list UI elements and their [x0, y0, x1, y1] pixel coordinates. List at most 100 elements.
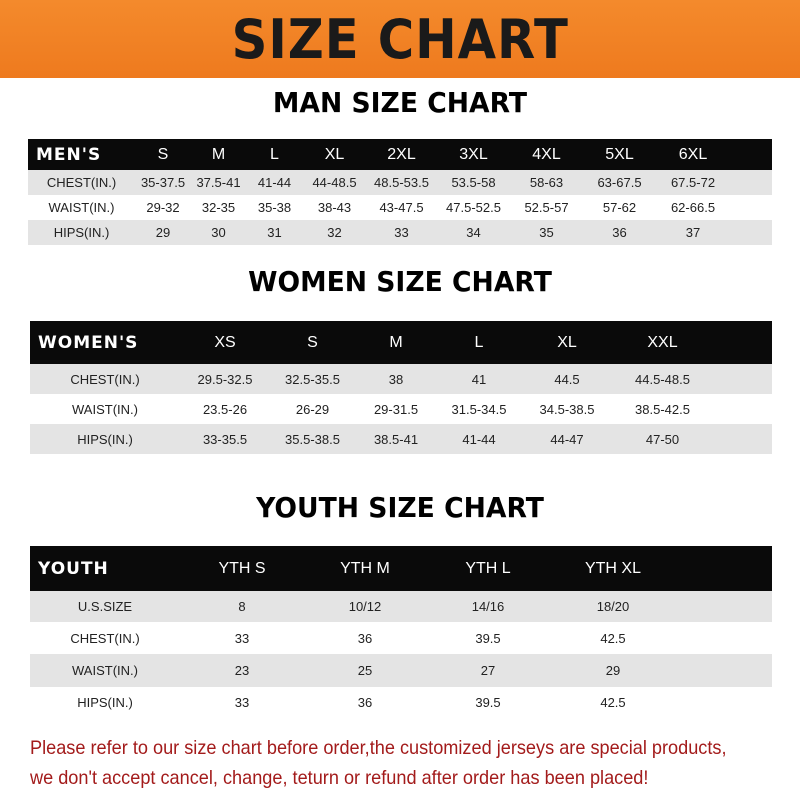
measurement-value: 23.5-26 [180, 394, 270, 424]
measurement-label: U.S.SIZE [30, 591, 180, 622]
size-column-header: XL [303, 139, 366, 170]
measurement-value [712, 424, 772, 454]
size-column-header [730, 139, 772, 170]
size-column-header: XS [180, 321, 270, 364]
measurement-label: CHEST(IN.) [30, 622, 180, 654]
size-column-header: YTH L [426, 546, 550, 591]
youth-header-label: YOUTH [30, 546, 180, 591]
measurement-value: 18/20 [550, 591, 676, 622]
measurement-label: HIPS(IN.) [30, 424, 180, 454]
measurement-value [676, 591, 772, 622]
measurement-value: 10/12 [304, 591, 426, 622]
measurement-value: 38.5-41 [355, 424, 437, 454]
measurement-value: 41-44 [437, 424, 521, 454]
measurement-value: 34 [437, 220, 510, 245]
measurement-value: 33 [180, 622, 304, 654]
size-column-header: YTH S [180, 546, 304, 591]
measurement-value: 29 [550, 654, 676, 687]
measurement-label: WAIST(IN.) [30, 394, 180, 424]
measurement-value: 31.5-34.5 [437, 394, 521, 424]
measurement-value: 32.5-35.5 [270, 364, 355, 394]
measurement-value: 38.5-42.5 [613, 394, 712, 424]
men-header-label: MEN'S [28, 139, 135, 170]
measurement-value: 38 [355, 364, 437, 394]
measurement-value: 37.5-41 [191, 170, 246, 195]
measurement-value: 42.5 [550, 622, 676, 654]
size-column-header: 3XL [437, 139, 510, 170]
measurement-value: 42.5 [550, 687, 676, 718]
measurement-value [730, 195, 772, 220]
size-column-header: S [270, 321, 355, 364]
measurement-value: 25 [304, 654, 426, 687]
measurement-value: 62-66.5 [656, 195, 730, 220]
measurement-value: 44.5 [521, 364, 613, 394]
measurement-value: 29 [135, 220, 191, 245]
measurement-value: 48.5-53.5 [366, 170, 437, 195]
measurement-value [730, 170, 772, 195]
measurement-value: 29-31.5 [355, 394, 437, 424]
measurement-value: 57-62 [583, 195, 656, 220]
measurement-value [676, 622, 772, 654]
measurement-value: 35-38 [246, 195, 303, 220]
measurement-value: 47-50 [613, 424, 712, 454]
size-chart-banner: SIZE CHART [0, 0, 800, 78]
measurement-value [712, 394, 772, 424]
order-notice: Please refer to our size chart before or… [30, 733, 737, 793]
measurement-value: 53.5-58 [437, 170, 510, 195]
size-column-header: M [191, 139, 246, 170]
size-column-header: 2XL [366, 139, 437, 170]
measurement-value: 39.5 [426, 687, 550, 718]
size-column-header: XXL [613, 321, 712, 364]
measurement-label: HIPS(IN.) [30, 687, 180, 718]
size-column-header: 4XL [510, 139, 583, 170]
measurement-value: 63-67.5 [583, 170, 656, 195]
measurement-value [730, 220, 772, 245]
measurement-label: CHEST(IN.) [30, 364, 180, 394]
size-column-header: YTH XL [550, 546, 676, 591]
size-column-header: YTH M [304, 546, 426, 591]
measurement-label: WAIST(IN.) [30, 654, 180, 687]
order-notice-line: we don't accept cancel, change, teturn o… [30, 767, 649, 789]
measurement-value: 47.5-52.5 [437, 195, 510, 220]
measurement-value: 27 [426, 654, 550, 687]
measurement-value: 8 [180, 591, 304, 622]
measurement-value: 29-32 [135, 195, 191, 220]
measurement-value: 36 [304, 687, 426, 718]
size-column-header: M [355, 321, 437, 364]
measurement-value: 67.5-72 [656, 170, 730, 195]
measurement-value: 29.5-32.5 [180, 364, 270, 394]
measurement-value: 35-37.5 [135, 170, 191, 195]
measurement-value: 39.5 [426, 622, 550, 654]
size-column-header [676, 546, 772, 591]
size-column-header [712, 321, 772, 364]
size-column-header: 6XL [656, 139, 730, 170]
measurement-value: 37 [656, 220, 730, 245]
size-column-header: 5XL [583, 139, 656, 170]
measurement-value: 36 [583, 220, 656, 245]
measurement-value [676, 654, 772, 687]
men-size-table: MEN'S S M L XL 2XL 3XL 4XL 5XL 6XL CHEST(IN.) 35-37… [28, 139, 772, 245]
measurement-value: 58-63 [510, 170, 583, 195]
measurement-value: 33 [366, 220, 437, 245]
measurement-value [712, 364, 772, 394]
measurement-value: 44.5-48.5 [613, 364, 712, 394]
measurement-value: 33-35.5 [180, 424, 270, 454]
measurement-value: 41-44 [246, 170, 303, 195]
measurement-value: 35 [510, 220, 583, 245]
measurement-value: 44-47 [521, 424, 613, 454]
size-column-header: XL [521, 321, 613, 364]
measurement-value: 36 [304, 622, 426, 654]
measurement-value: 43-47.5 [366, 195, 437, 220]
measurement-label: WAIST(IN.) [28, 195, 135, 220]
size-column-header: S [135, 139, 191, 170]
measurement-value: 26-29 [270, 394, 355, 424]
order-notice-line: Please refer to our size chart before or… [30, 737, 727, 759]
youth-section-title: YOUTH SIZE CHART [256, 491, 544, 524]
banner-title: SIZE CHART [231, 7, 569, 71]
measurement-label: CHEST(IN.) [28, 170, 135, 195]
measurement-value: 34.5-38.5 [521, 394, 613, 424]
size-column-header: L [246, 139, 303, 170]
size-column-header: L [437, 321, 521, 364]
measurement-value [676, 687, 772, 718]
measurement-value: 30 [191, 220, 246, 245]
